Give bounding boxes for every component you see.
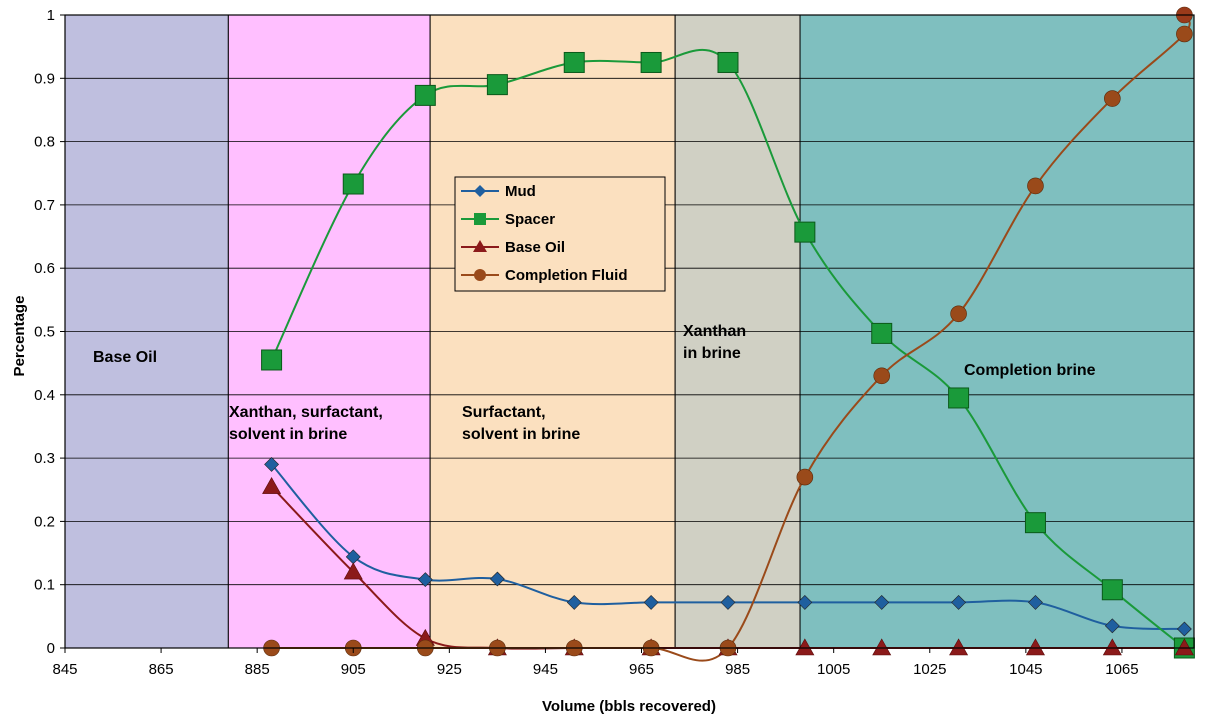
region-label-1-line-1: solvent in brine [229,426,347,443]
series-0-point-4 [566,594,582,610]
series-1-point-1 [342,173,364,195]
x-tick-label-8: 1005 [817,661,850,678]
x-tick-label-4: 925 [437,661,462,678]
series-0-point-12 [1176,621,1192,637]
x-tick-label-0: 845 [52,661,77,678]
series-0-point-0 [264,457,280,472]
series-1-point-7 [794,221,816,243]
region-label-4-line-0: Completion brine [964,362,1096,379]
series-1-point-4 [563,51,585,73]
x-tick-label-6: 965 [629,661,654,678]
series-1-point-11 [1101,579,1123,601]
series-0-point-6 [720,594,736,610]
region-label-2-line-1: solvent in brine [462,426,580,443]
series-2-point-11 [1102,638,1122,656]
x-tick-label-5: 945 [533,661,558,678]
legend-box [454,176,666,292]
series-3-point-7 [796,468,814,486]
region-label-3-line-0: Xanthan [683,323,746,340]
x-tick-label-11: 1065 [1105,661,1138,678]
legend-label-3: Completion Fluid [505,267,627,284]
series-0-point-7 [797,594,813,610]
y-tick-label-6: 0.6 [34,260,55,277]
series-3-point-12 [1176,25,1193,43]
series-2-point-9 [949,638,969,656]
y-tick-label-10: 1 [47,7,55,24]
legend-label-1: Spacer [505,211,555,228]
series-2-point-0 [262,476,282,494]
y-tick-label-3: 0.3 [34,450,55,467]
y-tick-label-0: 0 [47,640,55,657]
series-1-point-9 [948,387,970,409]
series-1-point-0 [261,349,283,371]
y-tick-label-9: 0.9 [34,70,55,87]
series-0-point-11 [1104,618,1120,634]
series-3-point-9 [950,305,967,323]
series-0-point-8 [874,594,890,610]
series-2-point-7 [795,638,815,656]
series-2-point-8 [872,638,892,656]
y-axis-title: Percentage [11,296,28,377]
tick-labels: 845 865 885 905 925 945 965 985 1005 1025 1045 1065… [34,7,1138,678]
series-2-point-1 [343,562,363,580]
series-1-point-6 [717,51,739,73]
y-tick-label-7: 0.7 [34,197,55,214]
region-label-1-line-0: Xanthan, surfactant, [229,404,383,421]
region-label-0-line-0: Base Oil [93,349,157,366]
series-1-point-8 [871,322,893,344]
y-tick-label-8: 0.8 [34,134,55,151]
y-tick-label-1: 0.1 [34,577,55,594]
series-1-point-10 [1024,512,1046,534]
series-2-point-10 [1025,638,1045,656]
legend-marker-3 [474,269,486,281]
grid-lines [65,14,1194,586]
y-tick-label-5: 0.5 [34,324,55,341]
x-tick-label-2: 885 [245,661,270,678]
series-2-point-12 [1174,638,1194,656]
series-0-point-9 [951,594,967,610]
axes [60,14,1195,653]
series-0-point-3 [489,571,505,587]
series-1-point-2 [414,84,436,106]
legend-marker-0 [474,185,486,197]
legend-label-0: Mud [505,183,536,200]
x-tick-label-10: 1045 [1009,661,1042,678]
legend-label-2: Base Oil [505,239,565,256]
region-labels: Base Oil Xanthan, surfactant, solvent in b… [93,323,1096,443]
y-tick-label-4: 0.4 [34,387,55,404]
legend-marker-1 [474,213,486,225]
x-tick-label-7: 985 [725,661,750,678]
series-0-point-2 [417,572,433,588]
region-label-3-line-1: in brine [683,345,741,362]
x-tick-label-1: 865 [149,661,174,678]
series-3-point-8 [873,367,891,385]
series-0-point-10 [1028,594,1043,610]
series-3-point-11 [1104,90,1121,107]
legend: Mud Spacer Base Oil Completion Fluid [454,176,666,292]
x-axis-title: Volume (bbls recovered) [542,698,716,715]
x-tick-label-3: 905 [341,661,366,678]
series-1-point-3 [486,74,508,96]
x-tick-label-9: 1025 [913,661,946,678]
region-label-2-line-0: Surfactant, [462,404,546,421]
series-1-point-5 [640,51,662,73]
legend-marker-2 [473,240,487,252]
series-0-point-5 [643,594,659,610]
y-tick-label-2: 0.2 [34,513,55,530]
series-3-point-10 [1027,177,1044,195]
